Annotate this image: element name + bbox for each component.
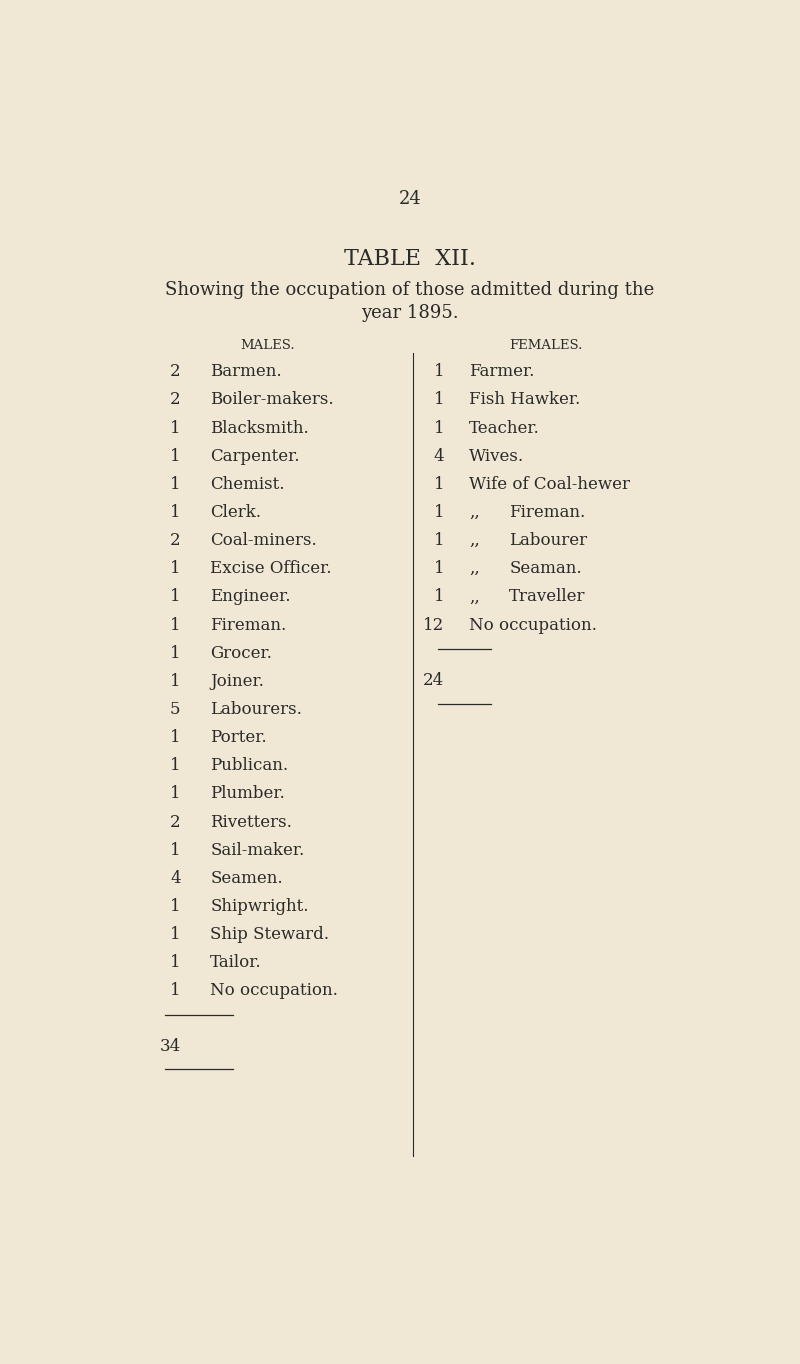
Text: Barmen.: Barmen. <box>210 363 282 381</box>
Text: Rivetters.: Rivetters. <box>210 813 292 831</box>
Text: Wife of Coal-hewer: Wife of Coal-hewer <box>469 476 630 492</box>
Text: 1: 1 <box>170 955 181 971</box>
Text: 1: 1 <box>170 420 181 436</box>
Text: ,,: ,, <box>469 588 480 606</box>
Text: Showing the occupation of those admitted during the: Showing the occupation of those admitted… <box>166 281 654 299</box>
Text: Wives.: Wives. <box>469 447 524 465</box>
Text: 1: 1 <box>434 588 444 606</box>
Text: Farmer.: Farmer. <box>469 363 534 381</box>
Text: Tailor.: Tailor. <box>210 955 262 971</box>
Text: 2: 2 <box>170 363 181 381</box>
Text: 1: 1 <box>170 617 181 633</box>
Text: 12: 12 <box>423 617 444 633</box>
Text: ,,: ,, <box>469 503 480 521</box>
Text: 24: 24 <box>423 672 444 689</box>
Text: 1: 1 <box>170 757 181 775</box>
Text: FEMALES.: FEMALES. <box>510 340 583 352</box>
Text: 1: 1 <box>170 730 181 746</box>
Text: ,,: ,, <box>469 532 480 550</box>
Text: Joiner.: Joiner. <box>210 672 264 690</box>
Text: 1: 1 <box>170 926 181 943</box>
Text: Shipwright.: Shipwright. <box>210 898 309 915</box>
Text: Labourer: Labourer <box>510 532 587 550</box>
Text: ,,: ,, <box>469 561 480 577</box>
Text: 2: 2 <box>170 532 181 550</box>
Text: 1: 1 <box>434 363 444 381</box>
Text: Coal-miners.: Coal-miners. <box>210 532 317 550</box>
Text: 4: 4 <box>434 447 444 465</box>
Text: Clerk.: Clerk. <box>210 503 262 521</box>
Text: No occupation.: No occupation. <box>469 617 597 633</box>
Text: 1: 1 <box>434 476 444 492</box>
Text: Chemist.: Chemist. <box>210 476 285 492</box>
Text: 1: 1 <box>170 447 181 465</box>
Text: 1: 1 <box>170 645 181 662</box>
Text: 1: 1 <box>170 561 181 577</box>
Text: 1: 1 <box>434 532 444 550</box>
Text: 1: 1 <box>170 842 181 859</box>
Text: Fireman.: Fireman. <box>210 617 286 633</box>
Text: 1: 1 <box>170 476 181 492</box>
Text: 1: 1 <box>434 503 444 521</box>
Text: TABLE  XII.: TABLE XII. <box>344 248 476 270</box>
Text: Ship Steward.: Ship Steward. <box>210 926 330 943</box>
Text: Blacksmith.: Blacksmith. <box>210 420 309 436</box>
Text: Boiler-makers.: Boiler-makers. <box>210 391 334 408</box>
Text: year 1895.: year 1895. <box>361 304 459 322</box>
Text: 5: 5 <box>170 701 181 717</box>
Text: 34: 34 <box>159 1038 181 1054</box>
Text: Sail-maker.: Sail-maker. <box>210 842 305 859</box>
Text: 4: 4 <box>170 870 181 887</box>
Text: Seaman.: Seaman. <box>510 561 582 577</box>
Text: 1: 1 <box>434 420 444 436</box>
Text: 1: 1 <box>170 503 181 521</box>
Text: Publican.: Publican. <box>210 757 289 775</box>
Text: 1: 1 <box>170 898 181 915</box>
Text: MALES.: MALES. <box>240 340 294 352</box>
Text: Porter.: Porter. <box>210 730 267 746</box>
Text: Traveller: Traveller <box>510 588 586 606</box>
Text: Plumber.: Plumber. <box>210 786 285 802</box>
Text: 24: 24 <box>398 190 422 207</box>
Text: Fireman.: Fireman. <box>510 503 586 521</box>
Text: Labourers.: Labourers. <box>210 701 302 717</box>
Text: 1: 1 <box>170 786 181 802</box>
Text: Fish Hawker.: Fish Hawker. <box>469 391 580 408</box>
Text: 2: 2 <box>170 391 181 408</box>
Text: Excise Officer.: Excise Officer. <box>210 561 332 577</box>
Text: 1: 1 <box>434 561 444 577</box>
Text: Teacher.: Teacher. <box>469 420 540 436</box>
Text: 1: 1 <box>170 982 181 1000</box>
Text: Seamen.: Seamen. <box>210 870 283 887</box>
Text: Carpenter.: Carpenter. <box>210 447 300 465</box>
Text: 1: 1 <box>170 672 181 690</box>
Text: Engineer.: Engineer. <box>210 588 291 606</box>
Text: No occupation.: No occupation. <box>210 982 338 1000</box>
Text: 1: 1 <box>434 391 444 408</box>
Text: 2: 2 <box>170 813 181 831</box>
Text: 1: 1 <box>170 588 181 606</box>
Text: Grocer.: Grocer. <box>210 645 272 662</box>
